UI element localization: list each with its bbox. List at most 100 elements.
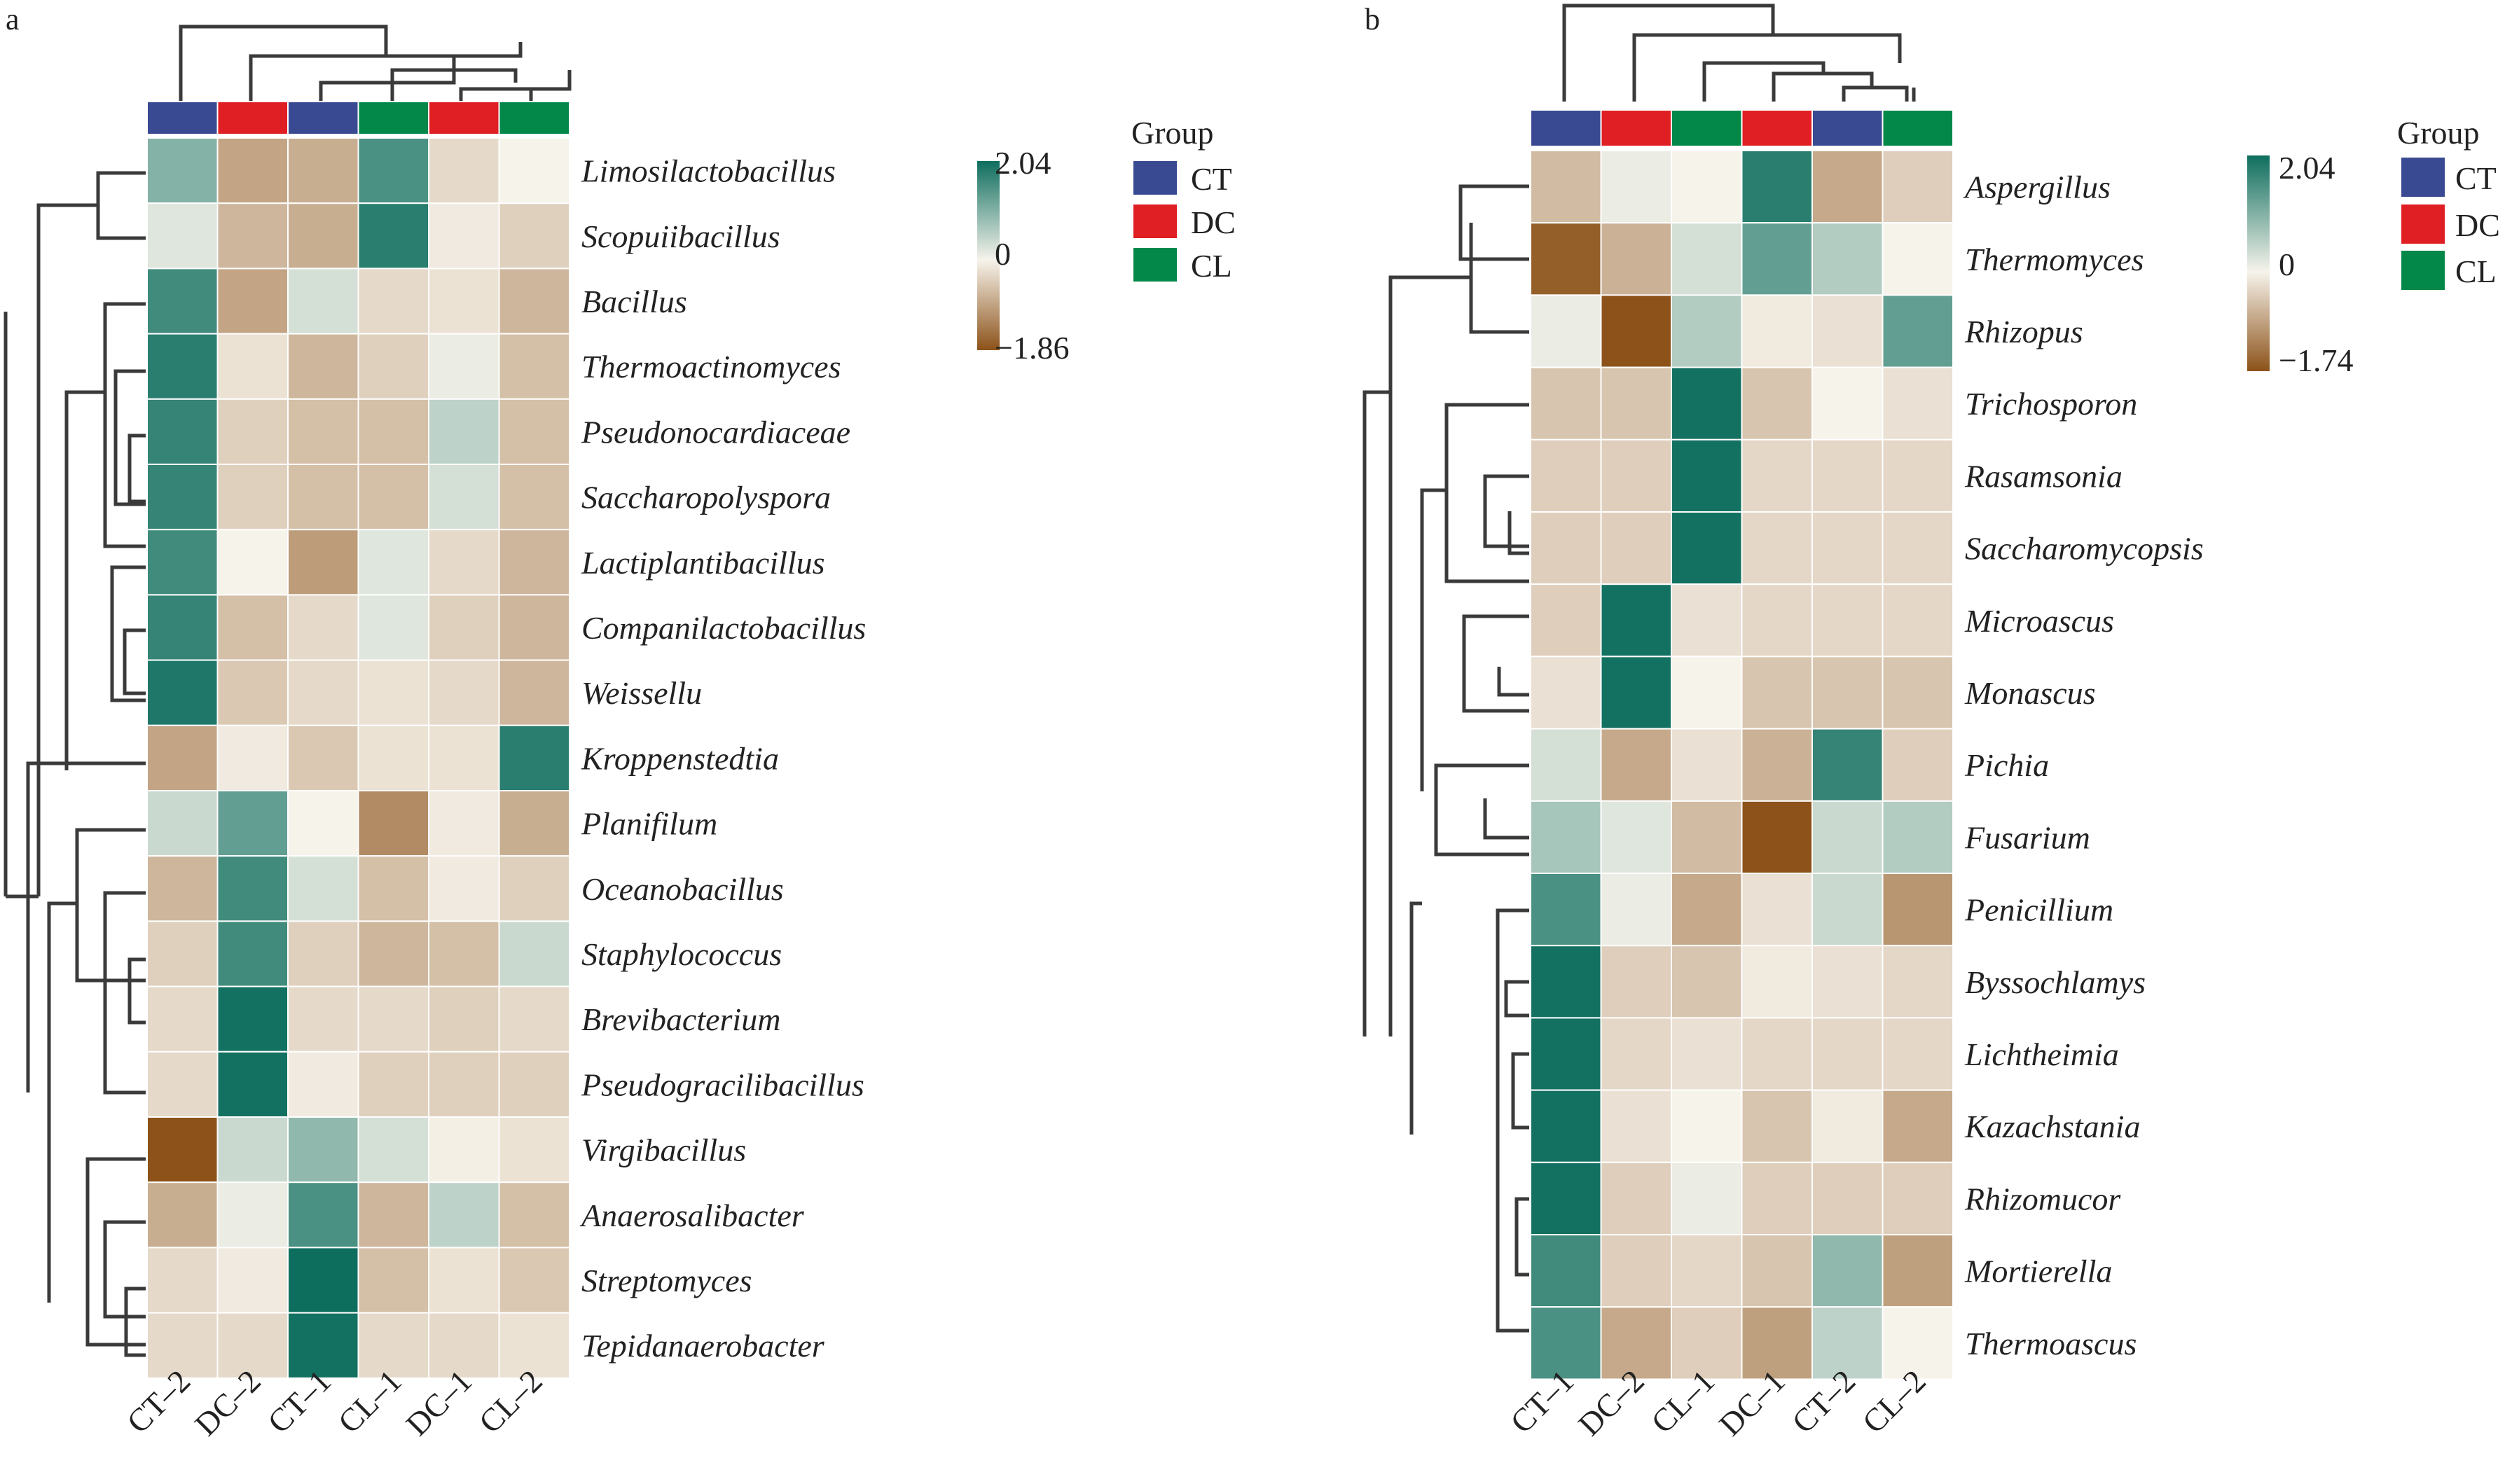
- heatmap-cell: [146, 1181, 219, 1249]
- panel-b-colorbar-mid: 0: [2279, 247, 2295, 282]
- heatmap-cell: [1811, 728, 1884, 802]
- heatmap-cell: [1671, 366, 1743, 441]
- panel-b-legend-label-dc: DC: [2455, 207, 2500, 243]
- heatmap-cell: [287, 659, 359, 726]
- heatmap-cell: [498, 202, 570, 270]
- heatmap-cell: [216, 790, 289, 857]
- heatmap-cell: [1530, 1234, 1602, 1308]
- row-label: Anaerosalibacter: [579, 1198, 805, 1233]
- heatmap-cell: [428, 1247, 500, 1314]
- heatmap-cell: [287, 594, 359, 661]
- heatmap-cell: [428, 268, 500, 335]
- heatmap-cell: [357, 398, 429, 465]
- panel-b-colorbar-max: 2.04: [2279, 150, 2335, 186]
- heatmap-cell: [1530, 1161, 1602, 1236]
- panel-a-heatmap: [146, 137, 570, 1379]
- heatmap-cell: [1882, 438, 1954, 513]
- heatmap-cell: [1741, 656, 1813, 730]
- panel-b-legend-title: Group: [2397, 115, 2480, 151]
- panel-a-column-dendrogram: [179, 25, 572, 102]
- heatmap-cell: [498, 333, 570, 400]
- heatmap-cell: [1741, 150, 1813, 224]
- heatmap-cell: [357, 268, 429, 335]
- heatmap-cell: [1671, 728, 1743, 802]
- heatmap-cell: [287, 1116, 359, 1184]
- panel-b-legend-label-ct: CT: [2455, 160, 2497, 196]
- heatmap-cell: [1811, 1234, 1884, 1308]
- heatmap-cell: [357, 1050, 429, 1118]
- heatmap-cell: [216, 333, 289, 400]
- heatmap-cell: [146, 1312, 219, 1379]
- heatmap-cell: [1811, 511, 1884, 585]
- heatmap-cell: [428, 724, 500, 792]
- heatmap-cell: [1671, 583, 1743, 658]
- heatmap-cell: [216, 202, 289, 270]
- heatmap-cell: [1882, 1017, 1954, 1091]
- heatmap-cell: [1600, 873, 1672, 947]
- heatmap-cell: [428, 202, 500, 270]
- panel-a-group-bar: [146, 101, 570, 135]
- heatmap-cell: [146, 464, 219, 531]
- heatmap-cell: [146, 985, 219, 1053]
- heatmap-cell: [428, 1050, 500, 1118]
- panel-b-heatmap: [1530, 150, 1954, 1380]
- heatmap-cell: [498, 724, 570, 792]
- heatmap-cell: [498, 1247, 570, 1314]
- heatmap-cell: [498, 1116, 570, 1184]
- heatmap-cell: [1600, 1161, 1672, 1236]
- heatmap-cell: [1882, 1306, 1954, 1380]
- heatmap-cell: [1882, 728, 1954, 802]
- panel-b-legend-label-cl: CL: [2455, 254, 2497, 289]
- heatmap-cell: [498, 137, 570, 204]
- group-bar-cell: [1741, 109, 1813, 147]
- heatmap-cell: [1671, 656, 1743, 730]
- heatmap-cell: [498, 920, 570, 987]
- panel-b-colorbar-gradient: [2247, 155, 2270, 371]
- heatmap-cell: [1671, 294, 1743, 368]
- heatmap-cell: [498, 659, 570, 726]
- heatmap-cell: [216, 529, 289, 596]
- heatmap-cell: [216, 920, 289, 987]
- panel-b-row-dendrogram: [1362, 184, 1529, 1333]
- heatmap-cell: [287, 137, 359, 204]
- panel-a-colorbar-min: −1.86: [995, 330, 1069, 366]
- heatmap-cell: [357, 985, 429, 1053]
- heatmap-cell: [498, 594, 570, 661]
- heatmap-cell: [1882, 656, 1954, 730]
- heatmap-cell: [1882, 1234, 1954, 1308]
- heatmap-cell: [1882, 945, 1954, 1019]
- heatmap-cell: [1741, 1234, 1813, 1308]
- row-label: Pseudogracilibacillus: [581, 1067, 864, 1102]
- heatmap-cell: [1671, 1089, 1743, 1163]
- row-label: Rasamsonia: [1964, 458, 2123, 494]
- panel-a-legend-label-dc: DC: [1191, 204, 1236, 240]
- heatmap-cell: [428, 659, 500, 726]
- heatmap-cell: [287, 1247, 359, 1314]
- heatmap-cell: [1811, 222, 1884, 296]
- row-label: Saccharomycopsis: [1965, 531, 2204, 567]
- heatmap-cell: [428, 1116, 500, 1184]
- heatmap-cell: [1600, 511, 1672, 585]
- heatmap-cell: [146, 398, 219, 465]
- heatmap-cell: [1600, 1017, 1672, 1091]
- heatmap-cell: [1530, 873, 1602, 947]
- heatmap-cell: [1671, 438, 1743, 513]
- heatmap-cell: [146, 202, 219, 270]
- heatmap-cell: [146, 333, 219, 400]
- heatmap-cell: [1741, 945, 1813, 1019]
- panel-a-legend-swatch-cl: [1133, 248, 1177, 282]
- panel-b-legend-swatch-cl: [2401, 251, 2445, 290]
- heatmap-cell: [1741, 873, 1813, 947]
- heatmap-cell: [1600, 1089, 1672, 1163]
- heatmap-cell: [146, 1050, 219, 1118]
- row-label: Mortierella: [1964, 1254, 2112, 1289]
- heatmap-cell: [1671, 800, 1743, 875]
- heatmap-cell: [1811, 438, 1884, 513]
- group-bar-cell: [1530, 109, 1602, 147]
- panel-a-colorbar-gradient: [977, 161, 1000, 350]
- heatmap-cell: [216, 1116, 289, 1184]
- heatmap-cell: [1741, 438, 1813, 513]
- group-bar-cell: [1882, 109, 1954, 147]
- row-label: Rhizomucor: [1964, 1181, 2121, 1216]
- panel-a-colorbar: 2.04 0 −1.86: [977, 145, 1069, 366]
